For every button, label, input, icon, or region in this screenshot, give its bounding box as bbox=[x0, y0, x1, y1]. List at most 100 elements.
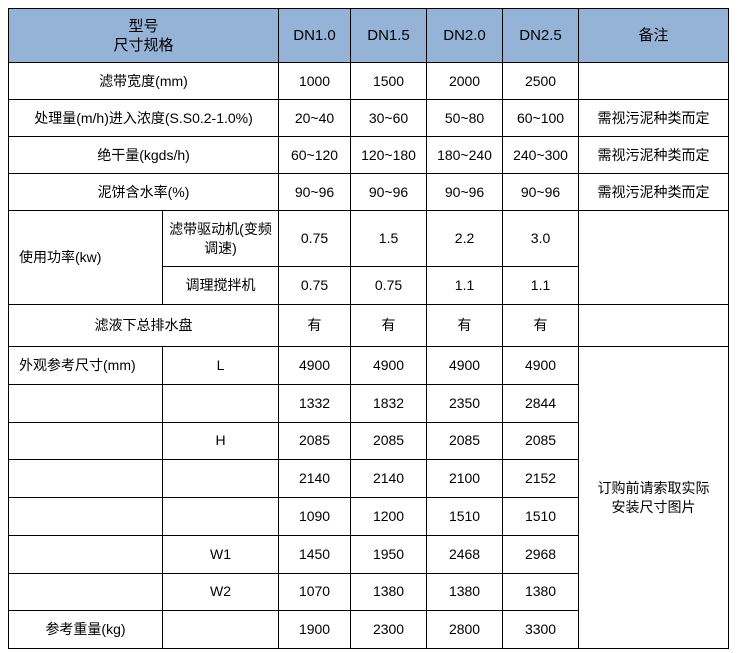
value-cell: 2140 bbox=[350, 459, 428, 498]
value-cell: 2085 bbox=[350, 421, 428, 461]
empty-cell bbox=[8, 534, 163, 574]
value-cell: 50~80 bbox=[426, 99, 504, 137]
empty-cell bbox=[161, 497, 280, 536]
row: 1332 1832 2350 2844 bbox=[8, 383, 729, 423]
value-cell: 90~96 bbox=[350, 173, 428, 211]
row: W1 1450 1950 2468 2968 bbox=[8, 534, 729, 574]
value-cell: 1380 bbox=[350, 572, 428, 612]
value-cell: 1510 bbox=[426, 497, 504, 536]
row-sublabel: H bbox=[161, 421, 280, 461]
value-cell: 3.0 bbox=[502, 210, 580, 267]
value-cell: 4900 bbox=[278, 346, 352, 385]
value-cell: 1380 bbox=[502, 572, 580, 612]
empty-cell bbox=[161, 383, 280, 423]
row: 滤液下总排水盘有有有有 bbox=[7, 304, 730, 347]
row: 处理量(m/h)进入浓度(S.S0.2-1.0%) 20~40 30~60 50~80… bbox=[7, 99, 730, 137]
spec-label: 尺寸规格 bbox=[113, 36, 174, 54]
model: DN2.0 bbox=[426, 8, 504, 63]
value-cell: 20~40 bbox=[278, 99, 352, 137]
value-cell: 60~120 bbox=[278, 136, 352, 174]
row-sublabel: W1 bbox=[161, 534, 280, 574]
value-cell: 2085 bbox=[278, 421, 352, 461]
remark: 订购前请索取实际安装尺寸图片 bbox=[597, 479, 710, 515]
value-cell: 1500 bbox=[350, 62, 428, 100]
row: 外观参考尺寸(mm) L 4900 4900 4900 4900 订购前请索取实际安装尺寸图… bbox=[8, 346, 730, 649]
row-sublabel: 滤带驱动机(变频调速) bbox=[161, 210, 280, 267]
value-cell: 3300 bbox=[502, 610, 580, 649]
value-cell: 90~96 bbox=[502, 173, 580, 211]
value-cell: 2100 bbox=[426, 459, 504, 498]
value-cell: 2350 bbox=[426, 383, 504, 423]
row-label: 滤带宽度(mm) bbox=[7, 62, 280, 100]
model: DN1.0 bbox=[278, 8, 352, 63]
row-label: 绝干量(kgds/h) bbox=[7, 136, 280, 174]
value-cell: 1332 bbox=[278, 383, 352, 423]
empty-cell bbox=[8, 383, 163, 423]
row-sublabel: L bbox=[161, 346, 280, 385]
remark-cell: 订购前请索取实际安装尺寸图片 bbox=[578, 346, 730, 649]
value-cell: 1090 bbox=[278, 497, 352, 536]
value-cell: 0.75 bbox=[278, 210, 352, 267]
row-sublabel: 调理搅拌机 bbox=[161, 266, 280, 305]
value-cell: 2300 bbox=[350, 610, 428, 649]
empty-cell bbox=[578, 210, 730, 305]
value-cell: 1.1 bbox=[426, 266, 504, 305]
value-cell: 2968 bbox=[502, 534, 580, 574]
value-cell: 有 bbox=[426, 304, 504, 347]
model: DN1.5 bbox=[350, 8, 428, 63]
value-cell: 1450 bbox=[278, 534, 352, 574]
value-cell: 2085 bbox=[502, 421, 580, 461]
model: DN2.5 bbox=[502, 8, 580, 63]
row-label: 滤液下总排水盘 bbox=[7, 304, 280, 347]
empty-cell bbox=[578, 304, 730, 347]
value-cell: 1.5 bbox=[350, 210, 428, 267]
value-cell: 90~96 bbox=[426, 173, 504, 211]
value-cell: 1000 bbox=[278, 62, 352, 100]
remark: 需视污泥种类而定 bbox=[578, 173, 730, 211]
row-label: 泥饼含水率(%) bbox=[7, 173, 280, 211]
value-cell: 2500 bbox=[502, 62, 580, 100]
value-cell: 1380 bbox=[426, 572, 504, 612]
value-cell: 2844 bbox=[502, 383, 580, 423]
spec-table: 型号 尺寸规格 DN1.0 DN1.5 DN2.0 DN2.5 备注 滤带宽度(m… bbox=[7, 8, 730, 649]
remark: 需视污泥种类而定 bbox=[578, 99, 730, 137]
value-cell: 240~300 bbox=[502, 136, 580, 174]
empty-cell bbox=[578, 62, 730, 100]
value-cell: 0.75 bbox=[350, 266, 428, 305]
value-cell: 30~60 bbox=[350, 99, 428, 137]
value-cell: 2085 bbox=[426, 421, 504, 461]
remark-header: 备注 bbox=[578, 8, 730, 63]
row-sublabel: W2 bbox=[161, 572, 280, 612]
row: 参考重量(kg) 1900 2300 2800 3300 bbox=[8, 610, 729, 649]
row-label: 使用功率(kw) bbox=[8, 210, 163, 305]
value-cell: 2468 bbox=[426, 534, 504, 574]
value-cell: 2000 bbox=[426, 62, 504, 100]
empty-cell bbox=[8, 421, 163, 461]
row-label: 外观参考尺寸(mm) bbox=[8, 346, 163, 385]
value-cell: 1200 bbox=[350, 497, 428, 536]
row-label: 参考重量(kg) bbox=[8, 610, 163, 649]
value-cell: 60~100 bbox=[502, 99, 580, 137]
empty-cell bbox=[8, 572, 163, 612]
value-cell: 180~240 bbox=[426, 136, 504, 174]
value-cell: 2152 bbox=[502, 459, 580, 498]
row: 绝干量(kgds/h) 60~120 120~180 180~240 240~300 需视… bbox=[7, 136, 730, 174]
value-cell: 4900 bbox=[502, 346, 580, 385]
remark: 需视污泥种类而定 bbox=[578, 136, 730, 174]
value-cell: 0.75 bbox=[278, 266, 352, 305]
empty-cell bbox=[161, 610, 280, 649]
row: H 2085 2085 2085 2085 bbox=[8, 421, 729, 461]
value-cell: 有 bbox=[278, 304, 352, 347]
row: 调理搅拌机 0.75 0.75 1.1 1.1 bbox=[9, 266, 729, 305]
value-cell: 90~96 bbox=[278, 173, 352, 211]
empty-cell bbox=[8, 459, 163, 498]
value-cell: 1510 bbox=[502, 497, 580, 536]
value-cell: 有 bbox=[350, 304, 428, 347]
value-cell: 1.1 bbox=[502, 266, 580, 305]
value-cell: 120~180 bbox=[350, 136, 428, 174]
value-cell: 1900 bbox=[278, 610, 352, 649]
header-row: 型号 尺寸规格 DN1.0 DN1.5 DN2.0 DN2.5 备注 bbox=[7, 8, 730, 63]
empty-cell bbox=[8, 497, 163, 536]
value-cell: 1832 bbox=[350, 383, 428, 423]
